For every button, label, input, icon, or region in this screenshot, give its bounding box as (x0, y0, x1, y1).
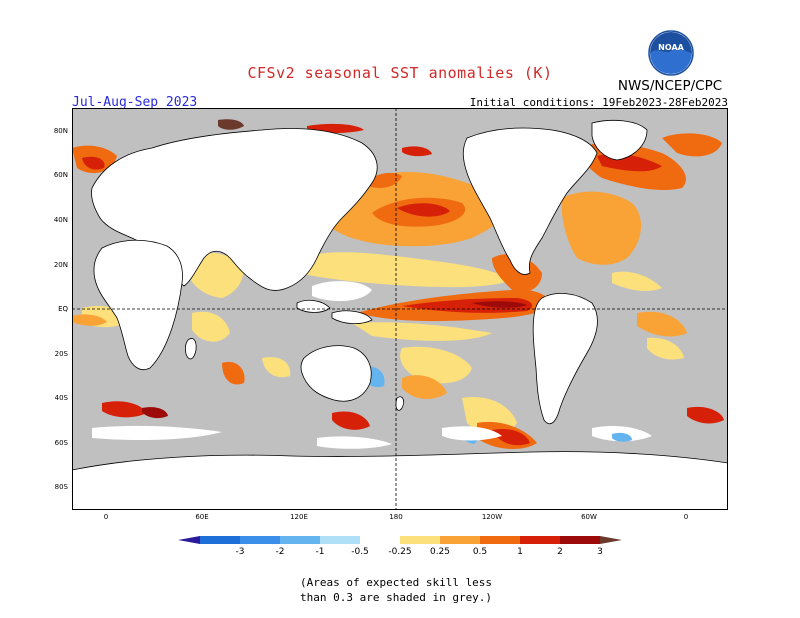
lat-tick-label: 60S (55, 439, 69, 447)
lat-tick-label: 80N (54, 127, 68, 135)
colorbar-label: -1 (316, 547, 325, 557)
colorbar-segment (200, 536, 240, 544)
colorbar-label: 1 (517, 547, 523, 557)
lat-label-column: 80N 60N 40N 20N EQ 20S 40S 60S 80S (54, 127, 69, 491)
skill-note: (Areas of expected skill less than 0.3 a… (300, 575, 600, 605)
colorbar-segment (520, 536, 560, 544)
map-title: CFSv2 seasonal SST anomalies (K) (247, 64, 553, 82)
colorbar-min-arrow (178, 536, 200, 544)
colorbar-segment (440, 536, 480, 544)
colorbar-label: -0.25 (388, 547, 411, 557)
colorbar: -3 -2 -1 -0.5 -0.25 0.25 0.5 1 2 3 (178, 536, 622, 557)
lon-tick-labels: 0 60E 120E 180 120W 60W 0 (104, 513, 688, 521)
lon-tick-label: 180 (389, 513, 402, 521)
colorbar-segment (400, 536, 440, 544)
lon-tick-label: 0 (104, 513, 108, 521)
skill-note-line-2: than 0.3 are shaded in grey.) (300, 591, 493, 604)
lon-tick-label: 0 (684, 513, 688, 521)
agency-label: NWS/NCEP/CPC (617, 78, 723, 94)
noaa-logo-icon: NOAA (648, 30, 694, 76)
skill-note-line-1: (Areas of expected skill less (300, 576, 493, 589)
lat-tick-label: 20S (55, 350, 69, 358)
colorbar-label: -2 (276, 547, 285, 557)
lat-tick-label: 60N (54, 171, 68, 179)
colorbar-segment (320, 536, 360, 544)
initial-conditions-label: Initial conditions: 19Feb2023-28Feb2023 (469, 96, 728, 109)
colorbar-label: -0.5 (351, 547, 369, 557)
colorbar-segment (480, 536, 520, 544)
lat-tick-label: EQ (58, 305, 68, 313)
lon-tick-label: 60E (195, 513, 208, 521)
lat-tick-label: 20N (54, 261, 68, 269)
lat-tick-label: 40N (54, 216, 68, 224)
colorbar-label: 3 (597, 547, 603, 557)
colorbar-max-arrow (600, 536, 622, 544)
colorbar-label: 0.5 (473, 547, 487, 557)
lon-tick-label: 120E (290, 513, 308, 521)
colorbar-segment (360, 536, 400, 544)
lat-tick-label: 80S (55, 483, 69, 491)
colorbar-label: 0.25 (430, 547, 450, 557)
sst-anomaly-map (72, 108, 728, 510)
map-frame (72, 108, 728, 510)
continents (72, 119, 728, 510)
colorbar-segment (240, 536, 280, 544)
logo-text: NOAA (658, 43, 684, 52)
colorbar-label: 2 (557, 547, 563, 557)
lat-tick-label: 40S (55, 394, 69, 402)
colorbar-segment (560, 536, 600, 544)
lon-tick-label: 60W (581, 513, 597, 521)
season-label: Jul-Aug-Sep 2023 (72, 95, 198, 110)
colorbar-label: -3 (236, 547, 245, 557)
lon-tick-label: 120W (482, 513, 502, 521)
colorbar-segment (280, 536, 320, 544)
